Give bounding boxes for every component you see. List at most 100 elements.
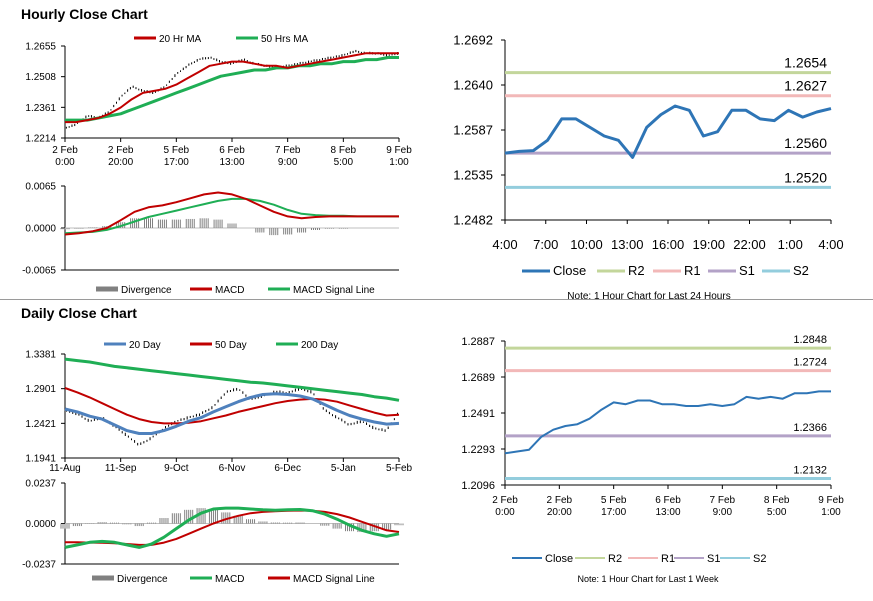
daily_levels-ytick-label: 1.2887 <box>461 336 495 348</box>
daily_levels-ytick-label: 1.2491 <box>461 408 495 420</box>
daily_levels-xtick-label: 8 Feb <box>764 495 790 506</box>
daily_price-xtick-label: 11-Aug <box>49 463 81 474</box>
daily_levels-xtick-label: 2 Feb <box>547 495 573 506</box>
daily_price-ytick-label: 1.3381 <box>25 350 56 361</box>
daily-macd-signal-line <box>65 509 400 546</box>
daily_price-ytick-label: 1.2421 <box>25 419 56 430</box>
hourly-legend-divergence-label: Divergence <box>121 285 172 296</box>
hourly-close-line <box>504 104 832 159</box>
daily-legend-divergence-label: Divergence <box>117 574 168 585</box>
hourly_price-ytick-label: 1.2655 <box>25 42 56 53</box>
hourly_levels-ytick-label: 1.2692 <box>453 33 493 48</box>
hourly-legend-50hr-label: 50 Hrs MA <box>261 34 309 45</box>
hourly-level-s2-label: 1.2520 <box>784 169 827 185</box>
hourly-levels-legend-s2-label: S2 <box>793 263 809 278</box>
hourly_levels-ytick-label: 1.2587 <box>453 123 493 138</box>
daily-level-r1-label: 1.2724 <box>793 357 827 369</box>
hourly_price-xtick-label: 9:00 <box>278 157 298 168</box>
daily_levels-xtick-label: 6 Feb <box>655 495 681 506</box>
hourly_levels-ytick-label: 1.2640 <box>453 78 493 93</box>
hourly-level-r1-label: 1.2627 <box>784 78 827 94</box>
hourly_price-xtick-label: 17:00 <box>164 157 189 168</box>
daily_price-xtick-label: 11-Sep <box>105 463 137 474</box>
daily-levels-legend-close-label: Close <box>545 553 573 565</box>
hourly_levels-xtick-label: 13:00 <box>611 237 644 252</box>
daily_levels-xtick-label: 0:00 <box>495 507 515 518</box>
hourly_price-ytick-label: 1.2214 <box>25 134 56 145</box>
daily_price-xtick-label: 6-Nov <box>219 463 246 474</box>
daily_levels-xtick-label: 13:00 <box>655 507 680 518</box>
daily_levels-ytick-label: 1.2689 <box>461 372 495 384</box>
hourly-legend-20hr-label: 20 Hr MA <box>159 34 202 45</box>
daily_price-ytick-label: 1.1941 <box>25 454 56 465</box>
hourly_price-xtick-label: 9 Feb <box>386 145 412 156</box>
hourly-level-s1-label: 1.2560 <box>784 135 827 151</box>
hourly-levels-legend-r1-label: R1 <box>684 263 701 278</box>
hourly-levels-note: Note: 1 Hour Chart for Last 24 Hours <box>567 291 730 302</box>
hourly-section-title: Hourly Close Chart <box>21 6 148 22</box>
daily-macd-line <box>64 506 400 549</box>
hourly_price-ytick-label: 1.2361 <box>25 103 56 114</box>
daily_levels-xtick-label: 20:00 <box>547 507 572 518</box>
hourly_levels-xtick-label: 4:00 <box>492 237 517 252</box>
daily-legend-50day-label: 50 Day <box>215 340 247 351</box>
hourly_levels-xtick-label: 4:00 <box>818 237 843 252</box>
hourly_macd-ytick-label: 0.0000 <box>25 224 56 235</box>
hourly-levels-legend-r2-label: R2 <box>628 263 645 278</box>
hourly_price-xtick-label: 5:00 <box>334 157 354 168</box>
hourly-levels-legend-close-label: Close <box>553 263 586 278</box>
daily_price-xtick-label: 6-Dec <box>274 463 301 474</box>
daily-200day-line <box>64 357 400 402</box>
daily-legend-signal-label: MACD Signal Line <box>293 574 375 585</box>
hourly_price-xtick-label: 13:00 <box>219 157 244 168</box>
daily_macd-ytick-label: -0.0237 <box>22 560 56 571</box>
daily-close-line <box>504 390 831 455</box>
hourly-level-r2-label: 1.2654 <box>784 55 827 71</box>
hourly_price-xtick-label: 7 Feb <box>275 145 301 156</box>
daily_levels-xtick-label: 1:00 <box>821 507 841 518</box>
daily_levels-xtick-label: 7 Feb <box>710 495 736 506</box>
daily-50day-line <box>64 387 400 425</box>
hourly_price-xtick-label: 5 Feb <box>164 145 190 156</box>
daily-levels-legend-r2-label: R2 <box>608 553 622 565</box>
daily_levels-ytick-label: 1.2293 <box>461 444 495 456</box>
hourly-50hr-ma-line <box>65 56 399 122</box>
hourly_price-xtick-label: 2 Feb <box>108 145 134 156</box>
daily_price-xtick-label: 5-Feb <box>386 463 413 474</box>
daily_levels-xtick-label: 9 Feb <box>818 495 844 506</box>
daily-legend-macd-label: MACD <box>215 574 244 585</box>
daily_levels-xtick-label: 5:00 <box>767 507 787 518</box>
hourly_macd-ytick-label: 0.0065 <box>25 182 56 193</box>
daily-section-title: Daily Close Chart <box>21 305 137 321</box>
daily_price-ytick-label: 1.2901 <box>25 384 56 395</box>
daily-legend-200day-label: 200 Day <box>301 340 338 351</box>
daily_macd-ytick-label: 0.0237 <box>25 479 56 490</box>
hourly-macd-line <box>64 191 399 236</box>
hourly_levels-xtick-label: 22:00 <box>733 237 766 252</box>
hourly_levels-xtick-label: 19:00 <box>692 237 725 252</box>
hourly-20hr-ma-line <box>65 52 399 124</box>
daily_levels-xtick-label: 5 Feb <box>601 495 627 506</box>
hourly_price-xtick-label: 1:00 <box>389 157 409 168</box>
daily-legend-20day-label: 20 Day <box>129 340 161 351</box>
daily-levels-legend-s1-label: S1 <box>707 553 720 565</box>
hourly_price-ytick-label: 1.2508 <box>25 72 56 83</box>
daily_levels-ytick-label: 1.2096 <box>461 480 495 492</box>
hourly_levels-xtick-label: 7:00 <box>533 237 558 252</box>
hourly_levels-ytick-label: 1.2535 <box>453 168 493 183</box>
hourly_levels-xtick-label: 16:00 <box>652 237 685 252</box>
daily-levels-note: Note: 1 Hour Chart for Last 1 Week <box>578 574 719 584</box>
hourly_price-xtick-label: 2 Feb <box>52 145 78 156</box>
daily_price-xtick-label: 5-Jan <box>331 463 356 474</box>
hourly_price-xtick-label: 20:00 <box>108 157 133 168</box>
daily_levels-xtick-label: 2 Feb <box>492 495 518 506</box>
hourly_price-xtick-label: 6 Feb <box>219 145 245 156</box>
hourly_levels-ytick-label: 1.2482 <box>453 213 493 228</box>
hourly_price-xtick-label: 8 Feb <box>331 145 357 156</box>
hourly_price-xtick-label: 0:00 <box>55 157 75 168</box>
daily-level-s1-label: 1.2366 <box>793 422 827 434</box>
daily-levels-legend-r1-label: R1 <box>661 553 675 565</box>
hourly_macd-ytick-label: -0.0065 <box>22 266 56 277</box>
section-divider <box>0 299 873 300</box>
daily_levels-xtick-label: 9:00 <box>713 507 733 518</box>
